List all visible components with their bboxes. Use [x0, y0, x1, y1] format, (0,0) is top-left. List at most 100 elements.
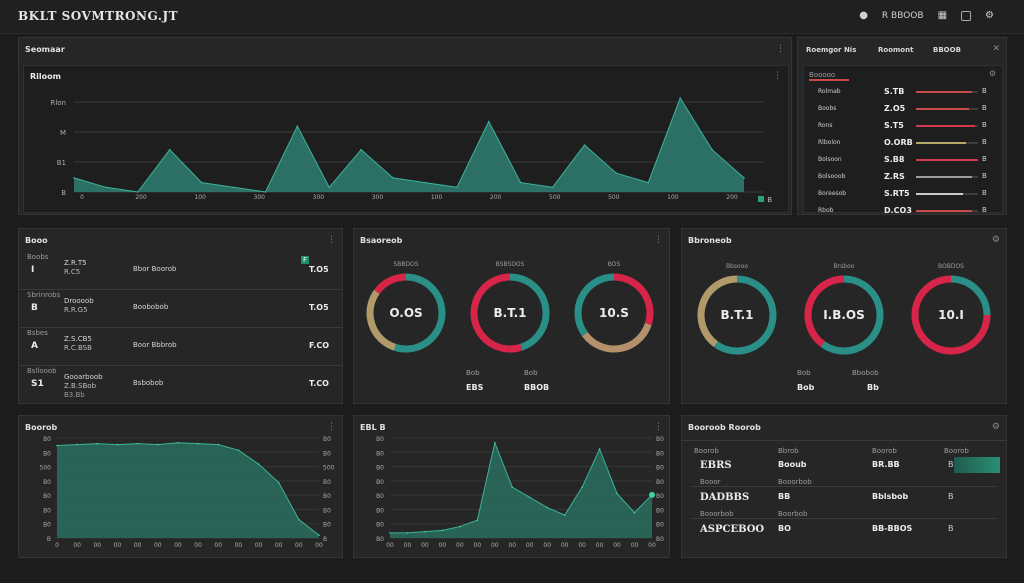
- donut-segment: [613, 273, 654, 326]
- y-tick-label-right: B0: [656, 536, 664, 543]
- summary-row-a: ASPCEBOO: [700, 524, 765, 535]
- x-tick-label: 00: [578, 542, 586, 549]
- x-tick-label: 00: [174, 542, 182, 549]
- y-tick-label-right: B0: [656, 436, 664, 443]
- y-tick-label-right: B0: [656, 493, 664, 500]
- y-tick-label: B0: [43, 479, 51, 486]
- x-tick-label: 00: [93, 542, 101, 549]
- donut-panel-2-menu-icon[interactable]: ⚙: [991, 235, 1000, 245]
- table-row-name[interactable]: Boobobob: [133, 303, 169, 311]
- donut-panel-1-menu-icon[interactable]: ⋮: [654, 235, 663, 245]
- data-point: [318, 534, 320, 537]
- donut-segment: [366, 289, 397, 351]
- side-row-track: [916, 125, 978, 127]
- table-row-third: B3.Bb: [64, 391, 85, 399]
- y-tick-label-right: 500: [323, 465, 335, 472]
- main-data-point: [264, 191, 267, 193]
- table-row-top: Z.S.CB5: [64, 335, 92, 343]
- x-tick-label: 00: [526, 542, 534, 549]
- y-tick-label: B0: [376, 536, 384, 543]
- bottom-chart-panel-2: EBL B ⋮ B0 B0 B0 B0 B0 B0 B0 B0 B0 B0 B0 B0 B0 B0 B0 B0…: [353, 415, 670, 558]
- table-row-name[interactable]: Boor Bbbrob: [133, 341, 177, 349]
- main-data-point: [519, 181, 522, 184]
- x-tick-label: 00: [648, 542, 656, 549]
- donut-segment: [393, 273, 446, 353]
- donut1-label: BSBSDOS: [495, 261, 525, 268]
- side-row-end: B: [982, 189, 987, 197]
- bottom-chart-1-menu-icon[interactable]: ⋮: [327, 422, 336, 432]
- settings-icon[interactable]: ⚙: [985, 10, 994, 21]
- x-tick-label: 00: [543, 542, 551, 549]
- summary-head-d: Boorob: [944, 447, 969, 455]
- x-tick-label: 00: [134, 542, 142, 549]
- y-tick-label: B0: [43, 450, 51, 457]
- tab-a[interactable]: Roemgor Nis: [806, 46, 857, 54]
- x-tick-label: 00: [474, 542, 482, 549]
- x-tick-label: 200: [135, 194, 147, 201]
- summary-sub-label: Booorbob: [778, 478, 812, 486]
- donut2-label: BOBDOS: [937, 263, 964, 270]
- y-tick-label: 500: [40, 465, 52, 472]
- data-point: [197, 442, 199, 445]
- x-tick-label: 00: [114, 542, 122, 549]
- bottom-chart-2-menu-icon[interactable]: ⋮: [654, 422, 663, 432]
- user-label[interactable]: R BBOOB: [881, 10, 924, 21]
- donut2-value: I.B.OS: [823, 308, 865, 322]
- y-tick-label-right: B0: [656, 450, 664, 457]
- summary-sub-label: Boorbob: [778, 510, 808, 518]
- hover-marker[interactable]: [649, 491, 655, 498]
- summary-panel-menu-icon[interactable]: ⚙: [991, 422, 1000, 432]
- data-point: [546, 506, 548, 509]
- main-panel-menu-icon[interactable]: ⋮: [776, 44, 785, 54]
- table-panel-menu-icon[interactable]: ⋮: [327, 235, 336, 245]
- summary-panel-title: Booroob Roorob: [688, 423, 761, 432]
- x-tick-label: 00: [613, 542, 621, 549]
- donut-panel-1-title: Bsaoreob: [360, 236, 403, 245]
- x-tick-label: 500: [549, 194, 561, 201]
- data-point: [156, 443, 159, 446]
- donut1-footer-right-label: Bob: [524, 369, 538, 377]
- side-row-track: [916, 91, 978, 93]
- side-row-bar: [916, 125, 975, 127]
- data-point: [598, 448, 601, 450]
- table-row-lead: B: [31, 303, 38, 313]
- side-row-value: Z.RS: [884, 172, 905, 181]
- data-point: [511, 486, 514, 489]
- y-tick-label-right: B0: [656, 465, 664, 472]
- summary-head-a: Boorob: [694, 447, 719, 455]
- x-tick-label: 500: [608, 194, 620, 201]
- donut-segment: [582, 322, 652, 353]
- side-close-icon[interactable]: ✕: [992, 44, 1000, 54]
- main-area-chart: Rlon M B1 B 0 200 100 300 300 300 100 200 500 500 100 2…: [50, 96, 764, 201]
- table-row-name[interactable]: Bsbobob: [133, 379, 164, 387]
- bottom-chart-2-title: EBL B: [360, 423, 386, 432]
- x-tick-label: 00: [194, 542, 202, 549]
- summary-row-b: BO: [778, 524, 791, 533]
- user-icon[interactable]: ●: [859, 10, 868, 21]
- side-row-bar: [916, 210, 972, 212]
- summary-row-c: BB-BBOS: [872, 524, 913, 533]
- tab-c[interactable]: BBOOB: [933, 46, 961, 54]
- grid-icon[interactable]: ▦: [937, 10, 948, 21]
- data-point: [136, 442, 139, 445]
- donut1-label: BOS: [607, 261, 621, 268]
- notification-icon[interactable]: [961, 10, 972, 21]
- donut2-label: Brsboo: [833, 263, 855, 270]
- data-point: [177, 441, 179, 444]
- side-row-track: [916, 108, 978, 110]
- x-tick-label: 100: [431, 194, 443, 201]
- area-series: [57, 442, 319, 538]
- summary-divider: [682, 440, 1006, 441]
- summary-head-b: Bbrob: [778, 447, 799, 455]
- chart-menu-icon[interactable]: ⋮: [773, 71, 782, 81]
- data-point: [633, 511, 636, 514]
- side-row-label: Boobs: [818, 105, 837, 112]
- x-tick-label: 00: [561, 542, 569, 549]
- table-row-name[interactable]: Bbor Boorob: [133, 265, 177, 273]
- donut2-value: B.T.1: [720, 308, 754, 322]
- side-header-bar: [809, 79, 849, 81]
- x-tick-label: 200: [726, 194, 738, 201]
- side-menu-icon[interactable]: ⚙: [988, 69, 996, 78]
- tab-b[interactable]: Roomont: [878, 46, 914, 54]
- side-list-body: Booooo ⚙ Rolmab S.TB B Boobs Z.O5 B Rons S.T5 B R…: [803, 65, 1003, 215]
